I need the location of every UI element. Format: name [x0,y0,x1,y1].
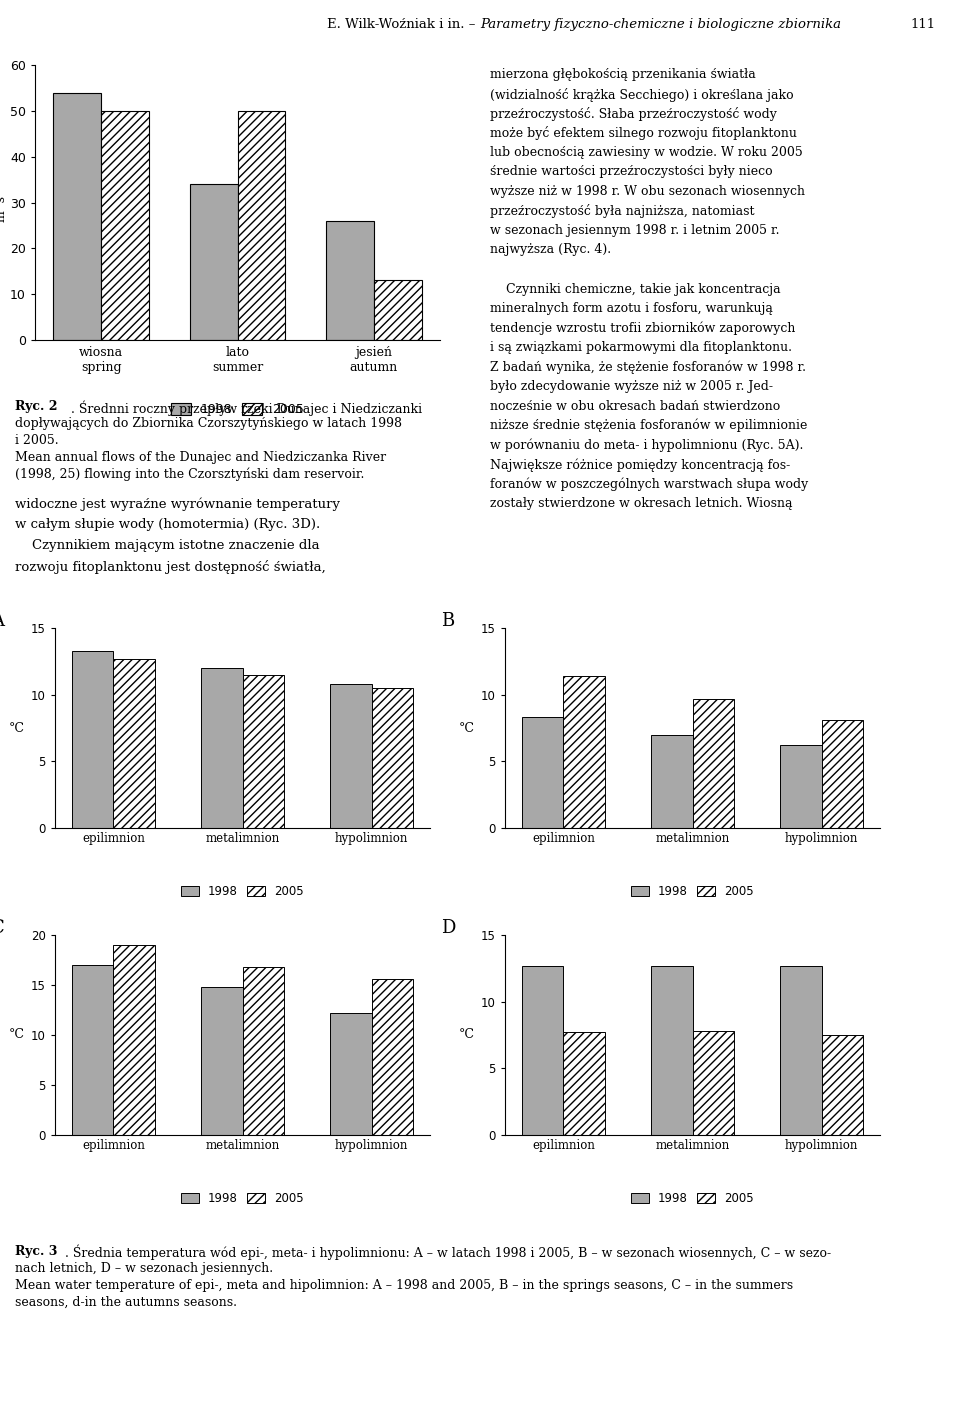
Bar [372,979,413,1135]
Text: D: D [442,919,456,937]
Bar [822,720,863,827]
Text: w całym słupie wody (homotermia) (Ryc. 3D).: w całym słupie wody (homotermia) (Ryc. 3… [15,518,321,530]
Bar [780,746,822,827]
Text: nach letnich, D – w sezonach jesiennych.: nach letnich, D – w sezonach jesiennych. [15,1262,274,1275]
Bar [780,965,822,1135]
Bar [190,184,237,340]
Y-axis label: m³·s⁻¹: m³·s⁻¹ [0,183,7,222]
Text: (1998, 25) flowing into the Czorsztyński dam reservoir.: (1998, 25) flowing into the Czorsztyńsk… [15,469,365,481]
Text: dopływających do Zbiornika Czorszytyńskiego w latach 1998: dopływających do Zbiornika Czorszytyński… [15,416,402,431]
Bar [330,684,372,827]
Y-axis label: °C: °C [459,1029,475,1041]
Text: Czynnikiem mającym istotne znaczenie dla: Czynnikiem mającym istotne znaczenie dla [15,539,320,552]
Text: najwyższa (Ryc. 4).: najwyższa (Ryc. 4). [490,243,612,256]
Legend: 1998, 2005: 1998, 2005 [171,404,304,416]
Y-axis label: °C: °C [10,722,25,734]
Text: nocześnie w obu okresach badań stwierdzono: nocześnie w obu okresach badań stwierdzo… [490,400,780,412]
Text: Ryc. 3: Ryc. 3 [15,1245,58,1258]
Text: . Średnia temperatura wód epi-, meta- i hypolimnionu: A – w latach 1998 i 2005, : . Średnia temperatura wód epi-, meta- i … [65,1245,831,1261]
Bar [651,734,692,827]
Bar [202,668,243,827]
Text: wyższe niż w 1998 r. W obu sezonach wiosennych: wyższe niż w 1998 r. W obu sezonach wios… [490,184,805,198]
Legend: 1998, 2005: 1998, 2005 [631,885,755,898]
Text: seasons, d-in the autumns seasons.: seasons, d-in the autumns seasons. [15,1296,237,1309]
Legend: 1998, 2005: 1998, 2005 [180,885,304,898]
Bar [372,688,413,827]
Legend: 1998, 2005: 1998, 2005 [631,1192,755,1206]
Bar [243,967,284,1135]
Text: Parametry fizyczno-chemiczne i biologiczne zbiornika: Parametry fizyczno-chemiczne i biologicz… [480,18,841,31]
Legend: 1998, 2005: 1998, 2005 [180,1192,304,1206]
Text: . Średnni roczny przepływ rzeki Dunajec i Niedziczanki: . Średnni roczny przepływ rzeki Dunajec … [71,400,421,415]
Text: Największe różnice pomiędzy koncentracją fos-: Największe różnice pomiędzy koncentracją… [490,459,790,471]
Text: mierzona głębokością przenikania światła: mierzona głębokością przenikania światła [490,68,756,82]
Text: 111: 111 [911,18,936,31]
Bar [326,221,373,340]
Bar [330,1013,372,1135]
Text: rozwoju fitoplanktonu jest dostępność światła,: rozwoju fitoplanktonu jest dostępność św… [15,560,325,574]
Bar [72,965,113,1135]
Bar [692,699,733,827]
Text: foranów w poszczególnych warstwach słupa wody: foranów w poszczególnych warstwach słupa… [490,477,808,491]
Y-axis label: °C: °C [10,1029,25,1041]
Bar [202,986,243,1135]
Text: w porównaniu do meta- i hypolimnionu (Ryc. 5A).: w porównaniu do meta- i hypolimnionu (Ry… [490,439,804,452]
Text: zostały stwierdzone w okresach letnich. Wiosną: zostały stwierdzone w okresach letnich. … [490,497,793,509]
Bar [564,675,605,827]
Bar [243,675,284,827]
Text: C: C [0,919,5,937]
Bar [101,111,149,340]
Text: przeźroczystość była najniższa, natomiast: przeźroczystość była najniższa, natomias… [490,204,755,218]
Bar [72,650,113,827]
Y-axis label: °C: °C [459,722,475,734]
Bar [54,93,101,340]
Text: średnie wartości przeźroczystości były nieco: średnie wartości przeźroczystości były n… [490,166,773,179]
Text: może być efektem silnego rozwoju fitoplanktonu: może być efektem silnego rozwoju fitopla… [490,127,797,141]
Text: (widzialność krążka Secchiego) i określana jako: (widzialność krążka Secchiego) i określa… [490,87,794,101]
Text: w sezonach jesiennym 1998 r. i letnim 2005 r.: w sezonach jesiennym 1998 r. i letnim 20… [490,224,780,236]
Text: B: B [442,612,454,630]
Text: było zdecydowanie wyższe niż w 2005 r. Jed-: było zdecydowanie wyższe niż w 2005 r. J… [490,380,773,393]
Bar [822,1036,863,1135]
Bar [522,718,564,827]
Text: i 2005.: i 2005. [15,433,59,447]
Text: lub obecnością zawiesiny w wodzie. W roku 2005: lub obecnością zawiesiny w wodzie. W rok… [490,146,803,159]
Text: mineralnych form azotu i fosforu, warunkują: mineralnych form azotu i fosforu, warunk… [490,303,773,315]
Text: E. Wilk-Woźniak i in. –: E. Wilk-Woźniak i in. – [327,18,480,31]
Text: tendencje wzrostu trofii zbiorników zaporowych: tendencje wzrostu trofii zbiorników zapo… [490,322,796,335]
Text: Czynniki chemiczne, takie jak koncentracja: Czynniki chemiczne, takie jak koncentrac… [490,283,780,295]
Bar [113,658,155,827]
Text: Ryc. 2: Ryc. 2 [15,400,58,414]
Bar [564,1033,605,1135]
Bar [237,111,285,340]
Text: widoczne jest wyraźne wyrównanie temperatury: widoczne jest wyraźne wyrównanie tempera… [15,497,340,511]
Text: A: A [0,612,4,630]
Text: przeźroczystość. Słaba przeźroczystość wody: przeźroczystość. Słaba przeźroczystość w… [490,107,777,121]
Text: Z badań wynika, że stężenie fosforanów w 1998 r.: Z badań wynika, że stężenie fosforanów w… [490,360,806,374]
Bar [692,1031,733,1135]
Bar [113,946,155,1135]
Bar [651,965,692,1135]
Text: i są związkami pokarmowymi dla fitoplanktonu.: i są związkami pokarmowymi dla fitoplank… [490,340,792,355]
Bar [373,280,421,340]
Text: Mean annual flows of the Dunajec and Niedziczanka River: Mean annual flows of the Dunajec and Nie… [15,452,386,464]
Text: niższe średnie stężenia fosforanów w epilimnionie: niższe średnie stężenia fosforanów w epi… [490,419,807,432]
Bar [522,965,564,1135]
Text: Mean water temperature of epi-, meta and hipolimnion: A – 1998 and 2005, B – in : Mean water temperature of epi-, meta and… [15,1279,793,1292]
